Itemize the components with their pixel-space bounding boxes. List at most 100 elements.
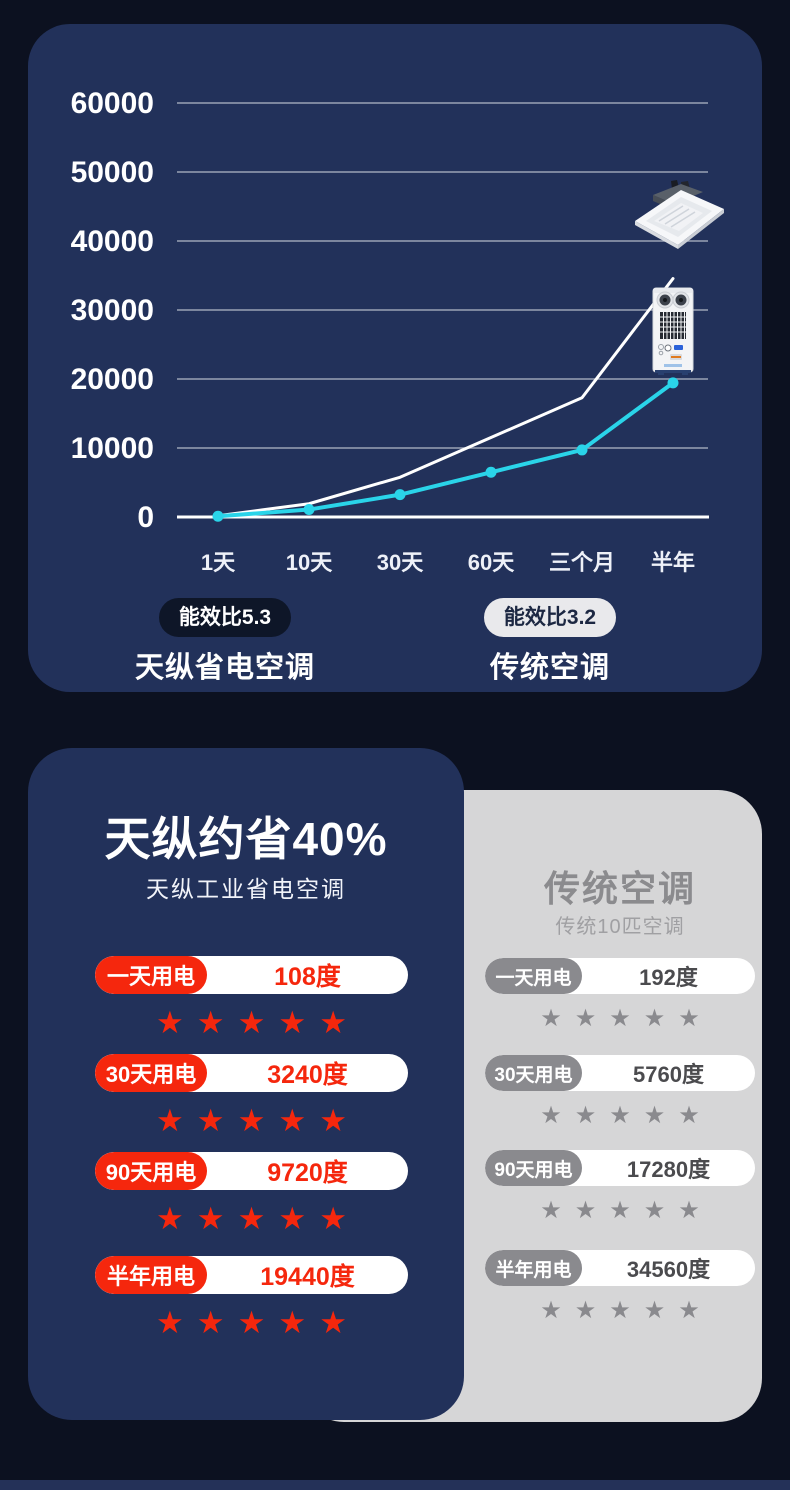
usage-row-pill: 一天用电 192度: [485, 958, 755, 994]
star-icon: ★: [643, 1197, 666, 1224]
chart-legend: 能效比5.3 天纵省电空调 能效比3.2 传统空调: [28, 598, 762, 688]
star-icon: ★: [574, 1297, 597, 1324]
data-point-marker: [667, 377, 679, 389]
star-icon: ★: [156, 1005, 184, 1040]
usage-row: 一天用电 192度 ★ ★ ★ ★ ★: [485, 958, 755, 1031]
star-icon: ★: [574, 1005, 597, 1032]
usage-label-pill: 90天用电: [485, 1150, 582, 1186]
data-point-marker: [394, 489, 406, 501]
usage-row-pill: 半年用电 34560度: [485, 1250, 755, 1286]
usage-label-pill: 半年用电: [95, 1256, 207, 1294]
usage-row-pill: 一天用电 108度: [95, 956, 408, 994]
usage-value: 3240度: [267, 1061, 348, 1089]
usage-value: 17280度: [626, 1157, 711, 1182]
efficiency-badge-traditional: 能效比3.2: [483, 598, 617, 638]
tianzong-ac-card: 天纵约省40% 天纵工业省电空调 一天用电 108度 ★ ★ ★ ★ ★ 30天用电 3240度…: [28, 748, 464, 1420]
star-icon: ★: [678, 1005, 700, 1032]
star-icon: ★: [540, 1005, 562, 1032]
usage-row: 30天用电 3240度 ★ ★ ★ ★ ★: [95, 1054, 408, 1136]
data-point-marker: [576, 444, 588, 456]
usage-row-pill: 90天用电 17280度: [485, 1150, 755, 1186]
tianzong-card-subtitle: 天纵工业省电空调: [146, 876, 346, 902]
efficiency-badge-tianzong: 能效比5.3: [158, 598, 292, 638]
usage-value: 192度: [639, 965, 698, 990]
star-icon: ★: [156, 1103, 184, 1138]
star-icon: ★: [319, 1005, 347, 1040]
y-axis-tick-label: 20000: [71, 363, 154, 396]
star-icon: ★: [319, 1103, 347, 1138]
usage-value: 34560度: [626, 1257, 711, 1282]
usage-row: 90天用电 17280度 ★ ★ ★ ★ ★: [485, 1150, 755, 1223]
star-icon: ★: [609, 1102, 631, 1129]
star-icon: ★: [156, 1201, 184, 1236]
star-icon: ★: [678, 1297, 700, 1324]
star-rating-row: ★ ★ ★ ★ ★: [95, 1307, 408, 1338]
usage-row: 一天用电 108度 ★ ★ ★ ★ ★: [95, 956, 408, 1038]
traditional-card-subtitle: 传统10匹空调: [555, 916, 685, 938]
star-icon: ★: [278, 1305, 307, 1340]
usage-value: 5760度: [633, 1062, 704, 1087]
star-rating-row: ★ ★ ★ ★ ★: [485, 1007, 755, 1031]
star-icon: ★: [540, 1102, 562, 1129]
usage-value: 19440度: [260, 1263, 355, 1291]
usage-value: 108度: [274, 963, 341, 991]
star-icon: ★: [196, 1305, 225, 1340]
legend-label-traditional: 传统空调: [489, 652, 610, 685]
data-point-marker: [485, 466, 497, 478]
y-axis-tick-label: 10000: [71, 432, 154, 465]
data-point-marker: [303, 504, 315, 516]
usage-row-pill: 半年用电 19440度: [95, 1256, 408, 1294]
legend-label-tianzong: 天纵省电空调: [134, 652, 315, 685]
usage-label-pill: 半年用电: [485, 1250, 582, 1286]
star-icon: ★: [678, 1197, 700, 1224]
star-icon: ★: [196, 1005, 225, 1040]
star-icon: ★: [609, 1197, 631, 1224]
star-icon: ★: [237, 1305, 266, 1340]
star-icon: ★: [156, 1305, 184, 1340]
usage-label-pill: 一天用电: [485, 958, 582, 994]
traditional-card-title: 传统空调: [543, 868, 696, 909]
star-icon: ★: [574, 1197, 597, 1224]
x-axis-category-label: 三个月: [549, 550, 615, 575]
x-axis-category-label: 30天: [377, 550, 424, 575]
series-line-传统空调: [216, 277, 675, 518]
x-axis-category-label: 半年: [651, 550, 695, 575]
usage-row: 半年用电 19440度 ★ ★ ★ ★ ★: [95, 1256, 408, 1338]
x-axis-category-label: 10天: [286, 550, 333, 575]
star-icon: ★: [574, 1102, 597, 1129]
next-section-strip: [0, 1480, 790, 1490]
star-rating-row: ★ ★ ★ ★ ★: [95, 1203, 408, 1234]
star-icon: ★: [609, 1005, 631, 1032]
legend-item-traditional: 能效比3.2 传统空调: [420, 598, 680, 686]
star-icon: ★: [237, 1103, 266, 1138]
y-axis-tick-label: 40000: [71, 225, 154, 258]
x-axis-category-label: 1天: [201, 550, 236, 575]
line-chart: 0 10000 20000 30000 40000 50000 60000 1天 10天 30天 6…: [71, 87, 709, 575]
star-rating-row: ★ ★ ★ ★ ★: [95, 1105, 408, 1136]
star-icon: ★: [540, 1197, 562, 1224]
usage-row-pill: 30天用电 3240度: [95, 1054, 408, 1092]
usage-row: 半年用电 34560度 ★ ★ ★ ★ ★: [485, 1250, 755, 1323]
standing-cabinet-ac-image: [652, 287, 694, 375]
star-rating-row: ★ ★ ★ ★ ★: [485, 1299, 755, 1323]
data-point-marker: [212, 510, 224, 522]
star-icon: ★: [540, 1297, 562, 1324]
star-icon: ★: [196, 1201, 225, 1236]
y-axis-tick-label: 50000: [71, 156, 154, 189]
tianzong-card-title: 天纵约省40%: [104, 813, 388, 865]
star-icon: ★: [609, 1297, 631, 1324]
star-icon: ★: [278, 1005, 307, 1040]
star-icon: ★: [319, 1305, 347, 1340]
usage-label-pill: 30天用电: [485, 1055, 582, 1091]
usage-row: 30天用电 5760度 ★ ★ ★ ★ ★: [485, 1055, 755, 1128]
star-icon: ★: [643, 1005, 666, 1032]
legend-item-tianzong: 能效比5.3 天纵省电空调: [95, 598, 355, 686]
ceiling-cassette-ac-image: [635, 180, 724, 249]
star-icon: ★: [196, 1103, 225, 1138]
usage-row: 90天用电 9720度 ★ ★ ★ ★ ★: [95, 1152, 408, 1234]
usage-value: 9720度: [267, 1159, 348, 1187]
star-icon: ★: [278, 1201, 307, 1236]
star-rating-row: ★ ★ ★ ★ ★: [485, 1104, 755, 1128]
star-icon: ★: [278, 1103, 307, 1138]
series-line-天纵省电空调: [216, 380, 675, 519]
